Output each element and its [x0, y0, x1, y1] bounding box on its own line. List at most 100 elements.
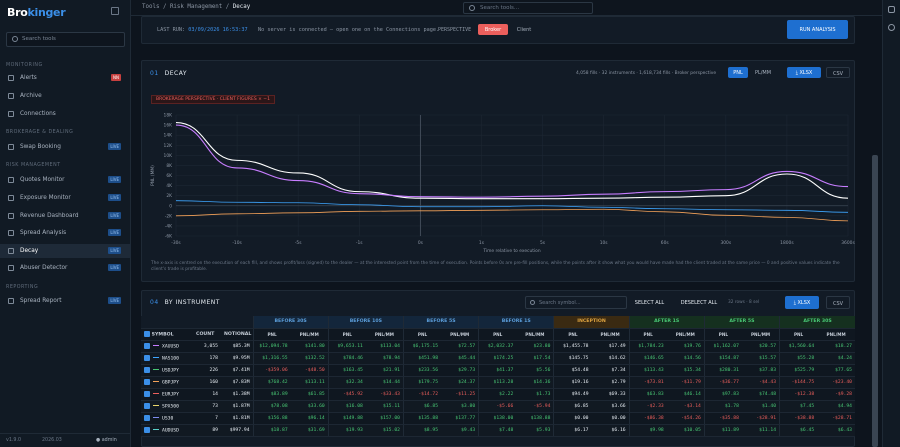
row-checkbox[interactable]	[144, 378, 150, 385]
pnl-mm-header[interactable]: PNL/MM	[666, 328, 705, 341]
pnl-header[interactable]: PNL	[628, 328, 667, 341]
sidebar-item-connections[interactable]: Connections	[0, 107, 131, 121]
sidebar-item-swap-booking[interactable]: Swap Booking LIVE	[0, 140, 131, 154]
decay-title: 01 DECAY	[150, 70, 188, 77]
count-cell: 89	[193, 424, 221, 437]
pnl-mm-header[interactable]: PNL/MM	[365, 328, 404, 341]
value-cell: -$45.92	[327, 388, 366, 401]
crumb-decay: Decay	[232, 4, 251, 10]
sidebar-item-revenue-dashboard[interactable]: Revenue Dashboard LIVE	[0, 209, 131, 223]
row-checkbox[interactable]	[144, 342, 150, 349]
perspective-client-button[interactable]: Client	[516, 27, 532, 33]
pnl-header[interactable]: PNL	[327, 328, 366, 341]
pnl-mm-toggle[interactable]: PL/MM	[754, 70, 772, 76]
crumb-tools[interactable]: Tools	[142, 4, 160, 10]
value-cell: $72.57	[441, 340, 479, 353]
value-cell: $15.11	[365, 400, 404, 413]
sidebar-item-spread-report[interactable]: Spread Report LIVE	[0, 294, 131, 308]
row-checkbox[interactable]	[144, 414, 150, 421]
sidebar-search-input[interactable]: Search tools	[6, 32, 125, 47]
table-row[interactable]: GBPJPY 160 $7.83M $768.42 $113.11 $32.34 $14.4…	[141, 376, 855, 389]
symbol-cell: XAUUSD	[162, 344, 179, 350]
pnl-mm-header[interactable]: PNL/MM	[817, 328, 855, 341]
search-icon	[530, 300, 535, 305]
instruments-xlsx-button[interactable]: ⤓ XLSX	[785, 296, 819, 309]
table-row[interactable]: NAS100 178 $9.95M $1,316.55 $132.52 $784.46 $7…	[141, 352, 855, 365]
table-row[interactable]: AUDUSD 89 $997.94 $18.87 $31.69 $19.93 $15.02 $…	[141, 424, 855, 437]
pnl-header[interactable]: PNL	[252, 328, 291, 341]
symbol-search-input[interactable]: Search symbol...	[525, 296, 627, 309]
export-xlsx-button[interactable]: ⤓ XLSX	[787, 67, 821, 78]
row-checkbox[interactable]	[144, 354, 150, 361]
symbol-header[interactable]: SYMBOL	[141, 328, 193, 341]
sidebar-item-exposure-monitor[interactable]: Exposure Monitor LIVE	[0, 191, 131, 205]
crumb-risk[interactable]: Risk Management	[169, 4, 223, 10]
pnl-header[interactable]: PNL	[478, 328, 517, 341]
value-cell: $32.34	[327, 376, 366, 389]
value-cell: $6.85	[553, 400, 592, 413]
notional-header[interactable]: NOTIONAL	[221, 328, 254, 341]
user-label[interactable]: ● admin	[96, 438, 117, 443]
row-checkbox[interactable]	[144, 426, 150, 433]
sidebar-item-alerts[interactable]: Alerts NN	[0, 71, 131, 85]
live-badge: LIVE	[108, 176, 121, 183]
instruments-csv-button[interactable]: CSV	[826, 296, 850, 309]
sidebar-item-spread-analysis[interactable]: Spread Analysis LIVE	[0, 226, 131, 240]
value-cell: $163.45	[327, 364, 366, 377]
sidebar-item-decay[interactable]: Decay LIVE	[0, 244, 131, 258]
pnl-header[interactable]: PNL	[553, 328, 592, 341]
value-cell: $138.88	[516, 412, 554, 425]
pnl-mm-header[interactable]: PNL/MM	[591, 328, 630, 341]
pnl-header[interactable]: PNL	[779, 328, 818, 341]
count-header[interactable]: COUNT	[193, 328, 221, 341]
alert-count-badge: NN	[111, 74, 121, 81]
sidebar-item-abuser-detector[interactable]: Abuser Detector LIVE	[0, 261, 131, 275]
table-row[interactable]: SPX500 73 $1.87M $78.08 $33.60 $16.08 $15.11 $6…	[141, 400, 855, 413]
sidebar-item-quotes-monitor[interactable]: Quotes Monitor LIVE	[0, 173, 131, 187]
x-tick-label: 300s	[720, 240, 731, 246]
top-search-input[interactable]: Search tools...	[463, 2, 593, 14]
live-badge: LIVE	[108, 264, 121, 271]
panel-icon[interactable]	[888, 6, 895, 13]
deselect-all-button[interactable]: DESELECT ALL	[680, 300, 718, 306]
table-row[interactable]: USDJPY 226 $7.41M -$359.06 -$48.50 $163.45 $21…	[141, 364, 855, 377]
pnl-mm-header[interactable]: PNL/MM	[741, 328, 780, 341]
notional-cell: $7.83M	[221, 376, 254, 389]
pnl-mm-header[interactable]: PNL/MM	[516, 328, 554, 341]
export-csv-button[interactable]: CSV	[826, 67, 850, 78]
app-logo[interactable]: Brokinger	[7, 6, 66, 19]
table-row[interactable]: US30 7 $1.81M $156.88 $96.14 $149.88 $157.00 $1…	[141, 412, 855, 425]
table-row[interactable]: XAUUSD 3,055 $85.3M $12,094.78 $141.80 $9,653…	[141, 340, 855, 353]
pnl-header[interactable]: PNL	[402, 328, 442, 341]
row-checkbox[interactable]	[144, 390, 150, 397]
x-tick-label: -1s	[356, 240, 363, 246]
perspective-broker-button[interactable]: Broker	[478, 24, 508, 35]
symbol-cell: US30	[162, 416, 174, 422]
live-badge: LIVE	[108, 297, 121, 304]
users-icon[interactable]	[888, 24, 895, 31]
value-cell: $18.27	[817, 340, 855, 353]
pnl-toggle[interactable]: PNL	[728, 67, 748, 78]
series-line-0	[175, 122, 849, 200]
notional-cell: $1.81M	[221, 412, 254, 425]
table-row[interactable]: EURJPY 14 $1.38M $83.89 $61.85 -$45.92 -$33.43…	[141, 388, 855, 401]
select-all-button[interactable]: SELECT ALL	[634, 300, 665, 306]
pnl-mm-header[interactable]: PNL/MM	[290, 328, 329, 341]
decay-panel: 01 DECAY 4,058 fills · 32 instruments · 1…	[141, 60, 855, 282]
value-cell: $20.57	[741, 340, 780, 353]
pnl-mm-header[interactable]: PNL/MM	[441, 328, 479, 341]
select-all-checkbox[interactable]	[144, 330, 150, 337]
y-tick-label: 4K	[166, 183, 172, 189]
value-cell: -$12.38	[779, 388, 818, 401]
page-scrollbar[interactable]	[872, 155, 878, 447]
sidebar-collapse-icon[interactable]	[111, 7, 119, 15]
row-checkbox[interactable]	[144, 366, 150, 373]
value-cell: -$11.25	[441, 388, 479, 401]
pnl-header[interactable]: PNL	[703, 328, 742, 341]
row-checkbox[interactable]	[144, 402, 150, 409]
run-analysis-button[interactable]: RUN ANALYSIS	[787, 20, 848, 39]
right-rail	[882, 0, 900, 447]
sidebar-item-archive[interactable]: Archive	[0, 89, 131, 103]
y-tick-label: -6K	[165, 234, 172, 240]
value-cell: $135.88	[402, 412, 442, 425]
